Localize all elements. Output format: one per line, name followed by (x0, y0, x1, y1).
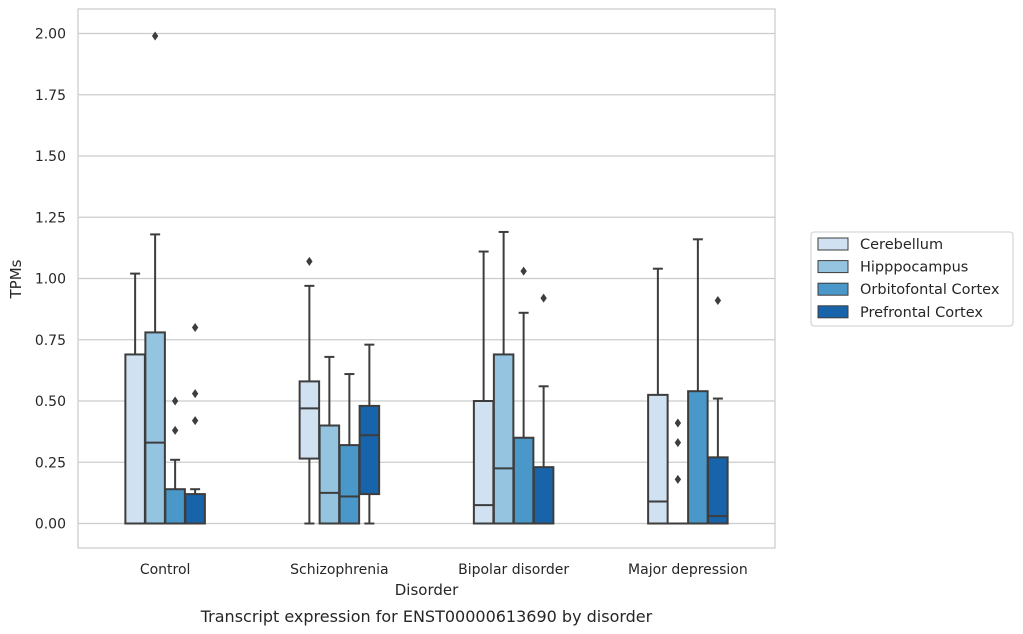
box (532, 466, 555, 525)
box-group (298, 256, 321, 525)
y-tick-label: 2.00 (35, 27, 66, 43)
box (184, 493, 206, 525)
legend-swatch (817, 237, 849, 251)
legend: Cerebellum Hipppocampus Orbitofontal Corte… (810, 231, 1014, 327)
box (492, 353, 515, 525)
box (144, 331, 166, 525)
legend-frame (810, 231, 1014, 327)
box (358, 404, 381, 496)
box-group (532, 293, 555, 525)
legend-swatch (817, 282, 849, 296)
x-axis-ticks: Control Schizophrenia Bipolar disorder Majo… (140, 562, 748, 578)
box-group (338, 373, 361, 525)
box-group (707, 296, 729, 525)
box (298, 380, 321, 460)
legend-label: Hipppocampus (860, 260, 968, 276)
box-group (124, 272, 146, 525)
outlier-point (520, 266, 527, 276)
legend-label: Orbitofontal Cortex (860, 282, 1000, 298)
y-tick-label: 1.25 (35, 210, 66, 226)
outlier-point (674, 418, 682, 428)
outlier-point (171, 425, 179, 435)
x-tick-label: Major depression (628, 562, 748, 578)
x-tick-label: Bipolar disorder (458, 562, 569, 578)
outlier-point (540, 293, 547, 303)
box-group (318, 355, 341, 525)
box (707, 456, 729, 525)
gridlines (78, 32, 775, 525)
outlier-point (171, 396, 179, 406)
outlier-point (674, 474, 682, 484)
x-tick-label: Schizophrenia (290, 562, 388, 578)
legend-swatch (817, 305, 849, 319)
box (512, 436, 535, 525)
box-group (647, 267, 669, 525)
box (164, 488, 186, 525)
box (338, 444, 361, 525)
box-group (164, 396, 186, 525)
y-axis-label: TPMs (7, 259, 25, 299)
box-group (687, 238, 709, 525)
box-group (144, 31, 166, 525)
box-group (184, 323, 206, 525)
y-tick-label: 0.25 (35, 455, 66, 471)
outlier-point (674, 438, 682, 448)
box (687, 390, 709, 525)
x-tick-label: Control (140, 562, 191, 578)
box-group (492, 230, 515, 525)
outlier-point (191, 389, 199, 399)
legend-label: Cerebellum (860, 237, 943, 253)
legend-label: Prefrontal Cortex (860, 305, 983, 321)
y-tick-label: 0.50 (35, 394, 66, 410)
legend-swatch (817, 260, 849, 274)
plot-area-frame (77, 8, 776, 549)
box-group (667, 418, 689, 525)
outlier-point (191, 416, 199, 426)
boxes (124, 31, 729, 525)
y-tick-label: 0.75 (35, 333, 66, 349)
box-group (472, 250, 495, 525)
y-tick-label: 1.75 (35, 88, 66, 104)
box-group (512, 266, 535, 525)
box (124, 353, 146, 525)
y-tick-label: 1.00 (35, 272, 66, 288)
outlier-point (191, 323, 199, 332)
box (318, 424, 341, 525)
x-axis-label: Disorder (395, 581, 459, 599)
y-tick-label: 0.00 (35, 517, 66, 533)
chart-caption: Transcript expression for ENST0000061369… (200, 607, 653, 626)
y-tick-label: 1.50 (35, 149, 66, 165)
box-group (358, 343, 381, 525)
outlier-point (714, 296, 722, 306)
y-axis-ticks: 0.00 0.25 0.50 0.75 1.00 1.25 1.50 1.75 2.00 (35, 27, 66, 533)
outlier-point (151, 31, 159, 41)
box (647, 393, 669, 525)
outlier-point (306, 256, 313, 266)
